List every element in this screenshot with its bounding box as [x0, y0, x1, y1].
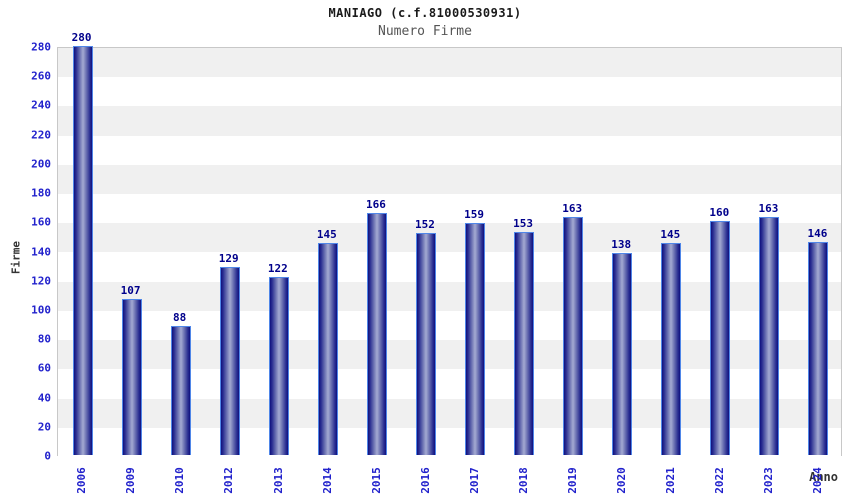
- bar-value-label: 163: [758, 201, 779, 215]
- y-tick-label: 0: [44, 449, 51, 463]
- bar-2020: [612, 253, 633, 455]
- x-tick-label: 2024: [810, 466, 824, 494]
- y-tick-label: 80: [37, 332, 51, 346]
- bar-value-label: 146: [807, 226, 828, 240]
- bar-2006: [72, 46, 93, 455]
- y-tick-label: 260: [31, 69, 51, 83]
- bar-2024: [808, 241, 829, 455]
- bar-value-label: 159: [464, 207, 484, 221]
- bar-value-label: 166: [365, 197, 386, 211]
- x-tick-label: 2019: [565, 466, 579, 494]
- y-tick-label: 100: [31, 303, 51, 317]
- plot-area: [57, 46, 842, 457]
- bar-value-label: 107: [120, 283, 141, 297]
- x-tick-label: 2014: [320, 466, 334, 494]
- bar-2012: [219, 266, 240, 455]
- bar-value-label: 122: [267, 261, 288, 275]
- bar-2013: [268, 276, 289, 455]
- x-tick-label: 2016: [418, 466, 432, 494]
- y-tick-label: 280: [31, 40, 51, 54]
- bar-value-label: 153: [513, 216, 534, 230]
- x-tick-label: 2009: [124, 466, 138, 494]
- x-tick-label: 2022: [712, 466, 726, 494]
- grid-band: [58, 77, 841, 107]
- bar-value-label: 129: [218, 251, 239, 265]
- x-tick-label: 2017: [467, 466, 481, 494]
- x-tick-label: 2021: [663, 466, 677, 494]
- bar-value-label: 138: [611, 238, 632, 252]
- bar-2017: [465, 222, 486, 455]
- bar-2023: [759, 216, 780, 455]
- x-tick-label: 2013: [271, 466, 285, 494]
- bar-value-label: 88: [173, 311, 187, 325]
- bar-2019: [563, 216, 584, 455]
- y-tick-label: 180: [31, 186, 51, 200]
- grid-band: [58, 194, 841, 224]
- grid-band: [58, 48, 841, 78]
- grid-band: [58, 106, 841, 136]
- x-tick-label: 2012: [222, 466, 236, 494]
- bar-2015: [366, 212, 387, 455]
- bar-value-label: 145: [660, 228, 681, 242]
- y-tick-label: 140: [31, 245, 51, 258]
- bar-value-label: 160: [709, 206, 730, 220]
- bar-2016: [415, 232, 436, 455]
- bar-2021: [661, 243, 682, 455]
- x-tick-label: 2006: [75, 466, 89, 494]
- y-tick-label: 240: [31, 98, 51, 112]
- x-tick-label: 2020: [614, 466, 628, 494]
- bar-2010: [170, 326, 191, 455]
- x-axis-title: Anno: [809, 470, 838, 484]
- bar-2014: [317, 243, 338, 455]
- grid-band: [58, 164, 841, 195]
- y-tick-label: 220: [31, 128, 51, 142]
- x-tick-label: 2010: [173, 466, 187, 494]
- y-tick-label: 60: [37, 361, 51, 375]
- bar-value-label: 145: [316, 228, 337, 242]
- y-tick-label: 160: [31, 215, 51, 229]
- bar-2018: [514, 231, 535, 455]
- x-tick-label: 2018: [516, 466, 530, 494]
- chart-title: MANIAGO (c.f.81000530931): [328, 6, 522, 20]
- bar-value-label: 163: [562, 201, 583, 215]
- y-tick-label: 120: [31, 274, 51, 288]
- y-tick-label: 200: [31, 157, 51, 171]
- y-tick-label: 40: [37, 391, 51, 405]
- bar-2009: [121, 298, 142, 455]
- chart-subtitle: Numero Firme: [378, 24, 472, 39]
- x-tick-label: 2015: [369, 466, 383, 494]
- bar-2022: [710, 221, 731, 455]
- y-tick-label: 20: [37, 420, 51, 434]
- bar-value-label: 280: [71, 31, 92, 44]
- bar-value-label: 152: [415, 217, 435, 231]
- grid-band: [58, 135, 841, 165]
- x-tick-label: 2023: [761, 466, 775, 494]
